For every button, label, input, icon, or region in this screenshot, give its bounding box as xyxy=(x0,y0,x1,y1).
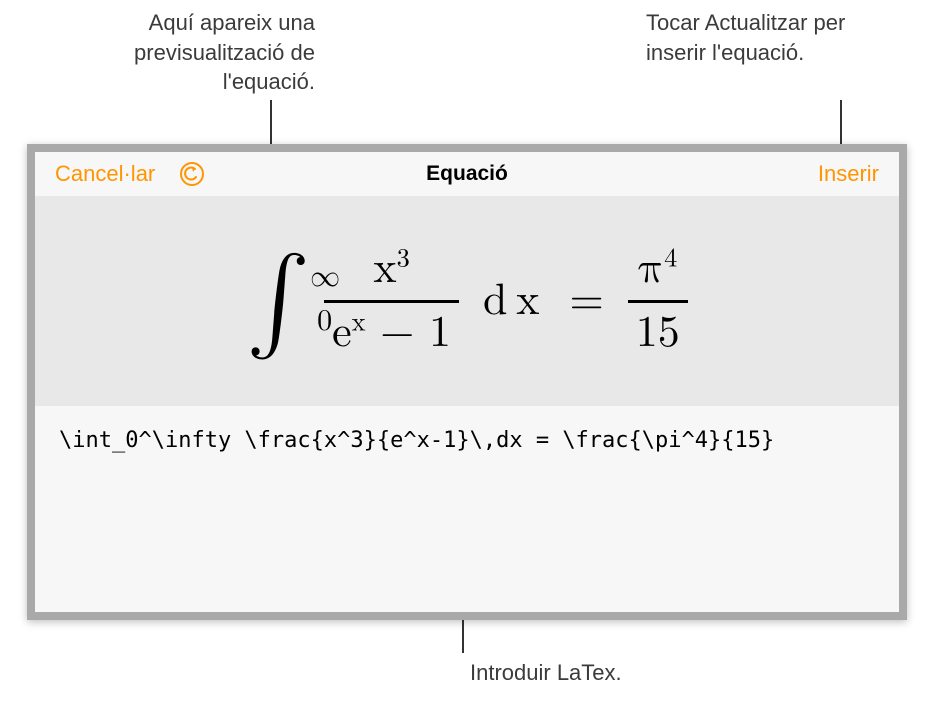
integral-symbol: ∫ ∞ 0 xyxy=(246,263,310,340)
frac1-num-base: x xyxy=(373,247,396,291)
dialog-toolbar: Cancel·lar Equació Inserir xyxy=(35,152,899,196)
fraction-1: x3 ex − 1 xyxy=(324,243,459,360)
dialog-title: Equació xyxy=(426,162,508,186)
dx: d x xyxy=(483,275,540,328)
fraction-2-num: π4 xyxy=(630,243,685,296)
frac1-den-tail: − 1 xyxy=(366,311,451,355)
fraction-2: π4 15 xyxy=(628,243,688,360)
frac2-num-exp: 4 xyxy=(664,246,677,272)
equation-preview: ∫ ∞ 0 x3 ex − 1 d x = π4 xyxy=(35,196,899,406)
toolbar-left: Cancel·lar xyxy=(55,161,205,187)
integral-upper: ∞ xyxy=(310,265,340,289)
fraction-1-num: x3 xyxy=(365,243,417,296)
frac1-den-base: e xyxy=(332,311,352,355)
dx-var: x xyxy=(516,279,539,323)
callout-latex: Introduir LaTex. xyxy=(470,658,622,688)
fraction-bar xyxy=(324,300,459,303)
equals-sign: = xyxy=(570,275,604,328)
fraction-1-den: ex − 1 xyxy=(324,307,459,360)
cancel-button[interactable]: Cancel·lar xyxy=(55,161,155,187)
frac2-num-base: π xyxy=(638,247,664,291)
frac1-num-exp: 3 xyxy=(397,246,410,272)
equation-dialog: Cancel·lar Equació Inserir ∫ ∞ 0 x3 xyxy=(27,144,907,620)
toolbar-right: Inserir xyxy=(818,161,879,187)
callout-preview: Aquí apareix una previsualització de l'e… xyxy=(45,8,315,97)
integral-lower: 0 xyxy=(317,309,332,333)
callout-insert: Tocar Actualitzar per inserir l'equació. xyxy=(646,8,906,67)
latex-input[interactable]: \int_0^\infty \frac{x^3}{e^x-1}\,dx = \f… xyxy=(35,406,899,476)
fraction-bar xyxy=(628,300,688,303)
insert-button[interactable]: Inserir xyxy=(818,161,879,187)
rendered-equation: ∫ ∞ 0 x3 ex − 1 d x = π4 xyxy=(246,243,688,360)
fraction-2-den: 15 xyxy=(628,307,688,360)
d-symbol: d xyxy=(483,279,507,323)
undo-icon[interactable] xyxy=(179,161,205,187)
frac1-den-exp: x xyxy=(352,310,366,336)
